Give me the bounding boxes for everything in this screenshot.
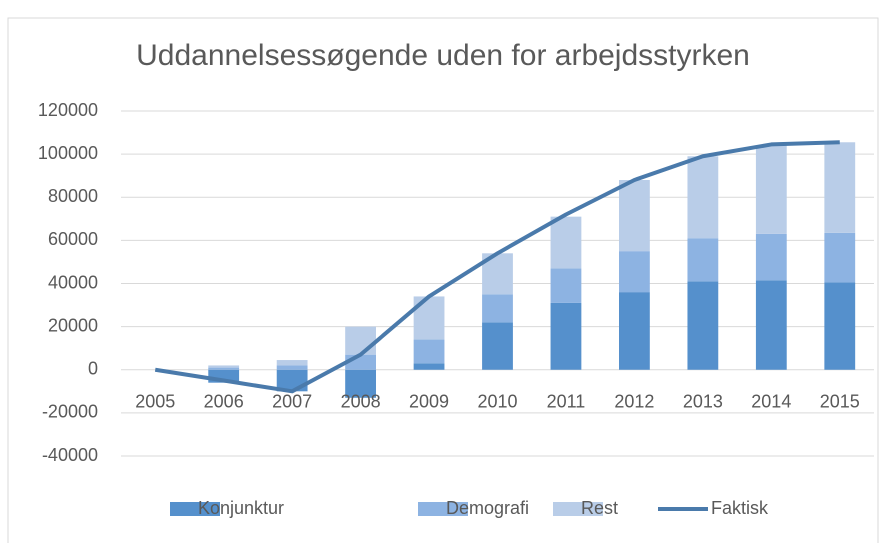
y-tick-label: 40000 bbox=[48, 272, 98, 292]
x-tick-label: 2005 bbox=[135, 392, 175, 412]
bar bbox=[824, 232, 856, 283]
bar bbox=[550, 216, 582, 269]
legend-label: Faktisk bbox=[711, 498, 769, 518]
bar bbox=[687, 281, 719, 370]
chart-title: Uddannelsessøgende uden for arbejdsstyrk… bbox=[136, 39, 750, 72]
bar bbox=[413, 339, 445, 364]
x-tick-label: 2007 bbox=[272, 392, 312, 412]
x-tick-label: 2015 bbox=[820, 392, 860, 412]
bar bbox=[550, 268, 582, 303]
y-tick-label: 100000 bbox=[38, 143, 98, 163]
bar bbox=[550, 302, 582, 370]
y-tick-label: 120000 bbox=[38, 100, 98, 120]
line bbox=[154, 140, 840, 394]
bar bbox=[345, 326, 376, 355]
legend-swatch bbox=[418, 502, 468, 516]
bar bbox=[755, 280, 787, 370]
bar bbox=[208, 367, 240, 370]
x-tick-label: 2008 bbox=[341, 392, 381, 412]
legend-swatch bbox=[170, 502, 220, 516]
bar bbox=[413, 363, 445, 370]
bar bbox=[276, 360, 308, 366]
x-tick-label: 2010 bbox=[477, 392, 517, 412]
bar bbox=[824, 142, 856, 233]
x-tick-label: 2011 bbox=[547, 392, 586, 412]
bar bbox=[687, 156, 719, 239]
bar bbox=[482, 294, 513, 323]
chart-frame bbox=[7, 17, 879, 548]
bar bbox=[619, 180, 650, 252]
x-tick-label: 2006 bbox=[204, 392, 244, 412]
bar bbox=[345, 369, 376, 398]
bar bbox=[755, 233, 787, 281]
bar bbox=[755, 145, 787, 234]
y-tick-label: 0 bbox=[88, 359, 98, 379]
y-tick-label: 60000 bbox=[48, 229, 98, 249]
y-tick-label: -20000 bbox=[42, 402, 98, 422]
bar bbox=[482, 322, 513, 370]
x-tick-label: 2014 bbox=[751, 392, 791, 412]
legend-label: Demografi bbox=[446, 498, 529, 518]
x-tick-label: 2013 bbox=[683, 392, 723, 412]
bar bbox=[619, 251, 650, 293]
bar bbox=[824, 282, 856, 370]
y-tick-label: 80000 bbox=[48, 186, 98, 206]
y-tick-label: 20000 bbox=[48, 315, 98, 335]
legend-label: Konjunktur bbox=[198, 498, 284, 518]
bar bbox=[619, 292, 650, 370]
x-tick-label: 2012 bbox=[614, 392, 654, 412]
bar bbox=[687, 238, 719, 282]
x-tick-label: 2009 bbox=[409, 392, 449, 412]
bar bbox=[413, 296, 445, 340]
legend-swatch bbox=[553, 502, 603, 516]
y-tick-label: -40000 bbox=[42, 445, 98, 465]
bar bbox=[276, 365, 308, 370]
bar bbox=[208, 365, 240, 368]
legend-label: Rest bbox=[581, 498, 618, 518]
